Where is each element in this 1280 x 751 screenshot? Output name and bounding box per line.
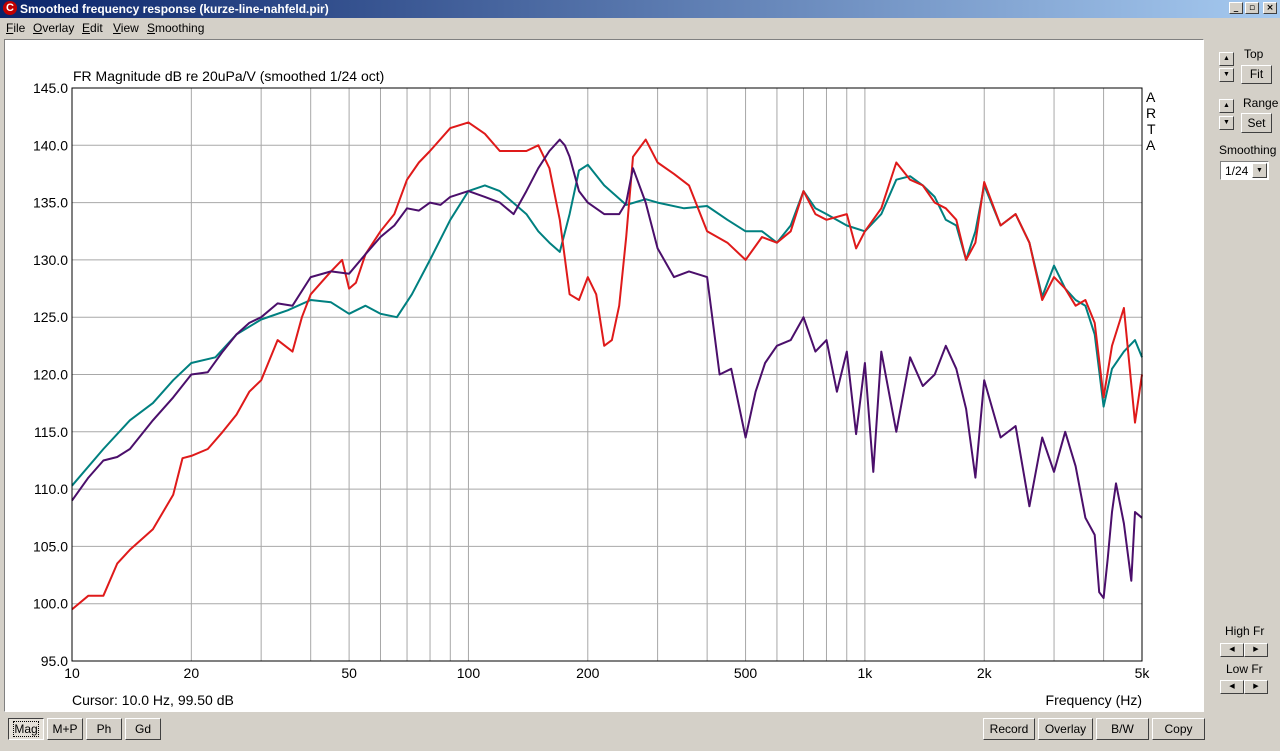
- watermark-letter: A: [1146, 137, 1156, 153]
- restore-button[interactable]: ▫: [1245, 2, 1259, 14]
- mp-button[interactable]: M+P: [47, 718, 83, 740]
- right-control-panel: Top ▲ ▼ Fit Range ▲ ▼ Set Smoothing 1/24…: [1208, 39, 1280, 712]
- y-tick-label: 145.0: [33, 80, 68, 96]
- watermark-letter: A: [1146, 89, 1156, 105]
- top-up-button[interactable]: ▲: [1219, 52, 1234, 66]
- x-axis-title: Frequency (Hz): [1046, 692, 1142, 708]
- range-up-button[interactable]: ▲: [1219, 99, 1234, 113]
- menu-overlay[interactable]: Overlay: [33, 21, 75, 35]
- y-tick-label: 110.0: [34, 481, 68, 497]
- arta-watermark: A R T A: [1146, 89, 1156, 153]
- set-button[interactable]: Set: [1241, 113, 1272, 133]
- x-tick-label: 200: [576, 665, 600, 681]
- y-tick-label: 130.0: [33, 252, 68, 268]
- x-tick-label: 50: [341, 665, 357, 681]
- top-label: Top: [1244, 47, 1264, 61]
- mag-button[interactable]: Mag: [8, 718, 44, 740]
- y-tick-label: 140.0: [33, 137, 68, 153]
- plot-frame: [71, 87, 1143, 662]
- menu-smoothing[interactable]: Smoothing: [147, 21, 205, 35]
- frequency-response-chart[interactable]: 95.0 100.0 105.0 110.0 115.0 120.0 125.0 130.0 1…: [5, 40, 1203, 711]
- y-tick-label: 125.0: [33, 309, 68, 325]
- top-down-button[interactable]: ▼: [1219, 68, 1234, 82]
- watermark-letter: R: [1146, 105, 1156, 121]
- fit-button[interactable]: Fit: [1241, 65, 1272, 84]
- close-button[interactable]: ×: [1263, 2, 1277, 14]
- low-fr-right-button[interactable]: ▶: [1244, 680, 1268, 694]
- y-tick-label: 120.0: [33, 367, 68, 383]
- chevron-down-icon[interactable]: ▼: [1252, 163, 1267, 178]
- x-tick-label: 100: [457, 665, 481, 681]
- response-curve-2: [71, 121, 1143, 611]
- low-fr-left-button[interactable]: ◀: [1220, 680, 1244, 694]
- menu-bar: File Overlay Edit View Smoothing: [0, 19, 1280, 37]
- arta-app-icon[interactable]: C: [3, 1, 17, 15]
- ph-button[interactable]: Ph: [86, 718, 122, 740]
- smoothing-select[interactable]: 1/24 ▼: [1220, 161, 1269, 180]
- y-tick-label: 115.0: [34, 424, 68, 440]
- watermark-letter: T: [1147, 121, 1156, 137]
- y-tick-label: 105.0: [33, 538, 68, 554]
- mag-button-label: Mag: [13, 721, 39, 737]
- high-fr-right-button[interactable]: ▶: [1244, 643, 1268, 657]
- overlay-button[interactable]: Overlay: [1038, 718, 1093, 740]
- y-tick-label: 100.0: [33, 596, 68, 612]
- x-tick-label: 500: [734, 665, 758, 681]
- smoothing-label: Smoothing: [1219, 143, 1277, 157]
- x-tick-label: 1k: [857, 665, 873, 681]
- range-label: Range: [1243, 96, 1279, 110]
- menu-file[interactable]: File: [6, 21, 26, 35]
- gd-button[interactable]: Gd: [125, 718, 161, 740]
- response-curve-3: [71, 138, 1143, 599]
- menu-view[interactable]: View: [113, 21, 139, 35]
- menu-edit[interactable]: Edit: [82, 21, 103, 35]
- chart-title: FR Magnitude dB re 20uPa/V (smoothed 1/2…: [73, 68, 384, 84]
- x-tick-label: 20: [184, 665, 200, 681]
- x-tick-label: 5k: [1135, 665, 1151, 681]
- y-tick-label: 95.0: [41, 653, 68, 669]
- low-fr-label: Low Fr: [1226, 662, 1263, 676]
- bottom-toolbar: Mag M+P Ph Gd Record Overlay B/W Copy: [0, 713, 1280, 751]
- minimize-button[interactable]: _: [1229, 2, 1243, 14]
- window-title: Smoothed frequency response (kurze-line-…: [20, 2, 329, 16]
- high-fr-label: High Fr: [1225, 624, 1265, 638]
- x-tick-label: 10: [64, 665, 80, 681]
- cursor-readout: Cursor: 10.0 Hz, 99.50 dB: [72, 692, 234, 708]
- high-fr-left-button[interactable]: ◀: [1220, 643, 1244, 657]
- title-bar: C Smoothed frequency response (kurze-lin…: [0, 0, 1280, 18]
- y-tick-label: 135.0: [33, 195, 68, 211]
- bw-button[interactable]: B/W: [1096, 718, 1149, 740]
- copy-button[interactable]: Copy: [1152, 718, 1205, 740]
- smoothing-value: 1/24: [1225, 164, 1249, 178]
- plot-area[interactable]: 95.0 100.0 105.0 110.0 115.0 120.0 125.0 130.0 1…: [4, 39, 1204, 712]
- range-down-button[interactable]: ▼: [1219, 116, 1234, 130]
- response-curve-1: [71, 163, 1143, 487]
- x-tick-label: 2k: [977, 665, 993, 681]
- record-button[interactable]: Record: [983, 718, 1035, 740]
